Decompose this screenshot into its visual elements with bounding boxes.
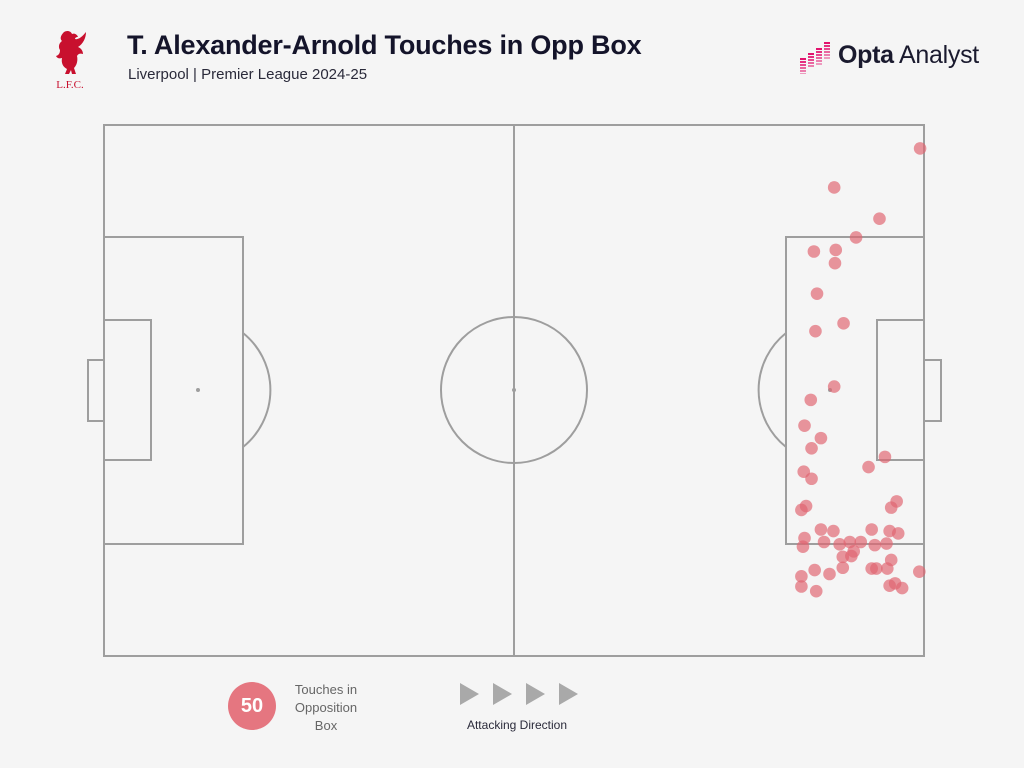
touch-point bbox=[827, 524, 840, 538]
touch-point bbox=[795, 580, 808, 593]
opta-bars-icon bbox=[800, 42, 830, 75]
touch-point bbox=[862, 460, 875, 474]
touch-count-label: Touches in Opposition Box bbox=[283, 681, 369, 735]
touch-points bbox=[795, 142, 927, 598]
brand-bar-segment bbox=[808, 59, 814, 61]
brand-bar-segment bbox=[808, 53, 814, 55]
touch-point bbox=[809, 584, 823, 598]
touch-point bbox=[817, 535, 831, 549]
play-arrow-icon bbox=[559, 683, 578, 705]
brand-bar-segment bbox=[816, 63, 822, 65]
touch-point bbox=[795, 570, 808, 583]
brand-light-text: Analyst bbox=[899, 41, 979, 69]
touch-point bbox=[829, 243, 843, 257]
crest-text: L.F.C. bbox=[56, 79, 84, 91]
touch-point bbox=[854, 535, 868, 549]
touch-point bbox=[798, 419, 811, 432]
brand-bar-segment bbox=[816, 48, 822, 50]
opta-analyst-logo: Opta Analyst bbox=[798, 38, 998, 78]
left-goal bbox=[87, 359, 105, 422]
touch-count-badge: 50 bbox=[228, 682, 276, 730]
brand-bar-segment bbox=[824, 48, 830, 50]
touch-point bbox=[849, 231, 863, 244]
touch-point bbox=[913, 565, 926, 578]
touch-point bbox=[810, 287, 824, 300]
touch-point bbox=[814, 523, 828, 536]
play-arrow-icon bbox=[460, 683, 479, 705]
touch-point bbox=[891, 527, 905, 540]
touch-point bbox=[895, 581, 909, 595]
touch-count-label-line: Touches in bbox=[294, 682, 358, 697]
touch-point bbox=[878, 450, 892, 464]
brand-bar-segment bbox=[816, 54, 822, 56]
touch-point bbox=[873, 212, 886, 226]
chart-subtitle: Liverpool | Premier League 2024-25 bbox=[128, 66, 368, 83]
play-arrow-icon bbox=[526, 683, 545, 705]
brand-bold-text: Opta bbox=[838, 41, 894, 69]
left-penalty-arc bbox=[242, 332, 272, 448]
brand-bar-segment bbox=[824, 51, 830, 53]
touch-point bbox=[804, 393, 818, 407]
right-six-yard-box bbox=[876, 319, 925, 461]
touch-point bbox=[865, 523, 878, 536]
left-six-yard-box bbox=[103, 319, 152, 461]
brand-text: Opta Analyst bbox=[838, 41, 979, 70]
brand-bar-segment bbox=[800, 58, 806, 60]
liverpool-crest-icon: L.F.C. bbox=[56, 30, 86, 91]
touch-point bbox=[837, 317, 850, 330]
touch-point bbox=[865, 562, 878, 575]
brand-bar-segment bbox=[800, 64, 806, 66]
touch-point bbox=[805, 441, 818, 455]
touch-point bbox=[836, 561, 850, 575]
left-penalty-area bbox=[103, 236, 244, 545]
touch-point bbox=[795, 503, 808, 517]
touch-point bbox=[805, 472, 818, 486]
touch-point bbox=[833, 538, 846, 551]
touch-point bbox=[808, 563, 821, 577]
brand-bar-segment bbox=[824, 54, 830, 56]
brand-bar-segment bbox=[824, 42, 830, 44]
liverbird-icon bbox=[56, 30, 86, 75]
brand-bar-segment bbox=[816, 51, 822, 53]
left-penalty-spot bbox=[196, 388, 200, 392]
touch-point bbox=[823, 567, 836, 581]
brand-bar-segment bbox=[800, 67, 806, 69]
touch-point bbox=[809, 324, 822, 338]
touch-point bbox=[836, 550, 850, 564]
brand-bar-segment bbox=[808, 65, 814, 67]
pitch-spots bbox=[196, 388, 832, 392]
touch-point bbox=[880, 562, 894, 575]
touch-count-label-line: Opposition bbox=[294, 700, 358, 715]
play-arrow-icon bbox=[493, 683, 512, 705]
touch-point bbox=[814, 431, 828, 445]
attacking-direction-label: Attacking Direction bbox=[466, 718, 568, 732]
header: L.F.C. T. Alexander-Arnold Touches in Op… bbox=[0, 0, 1024, 110]
brand-bar-segment bbox=[808, 62, 814, 64]
touch-point bbox=[827, 181, 841, 194]
brand-bar-segment bbox=[800, 70, 806, 72]
brand-bar-segment bbox=[824, 57, 830, 59]
touch-point bbox=[807, 245, 821, 258]
touch-count-label-line: Box bbox=[314, 718, 338, 733]
brand-bar-segment bbox=[800, 61, 806, 63]
touch-point bbox=[913, 142, 927, 155]
attacking-direction-arrows bbox=[460, 683, 578, 705]
touch-point bbox=[868, 538, 882, 552]
brand-bar-segment bbox=[824, 45, 830, 47]
right-goal bbox=[923, 359, 942, 422]
centre-circle bbox=[440, 316, 588, 464]
touch-point bbox=[796, 540, 810, 553]
touch-point bbox=[880, 537, 893, 550]
centre-spot bbox=[512, 388, 516, 392]
touch-point bbox=[827, 380, 841, 393]
right-penalty-arc bbox=[757, 332, 787, 448]
touch-point bbox=[828, 256, 842, 270]
touch-point bbox=[884, 501, 898, 514]
right-penalty-area bbox=[785, 236, 925, 545]
brand-bar-segment bbox=[816, 57, 822, 59]
chart-title: T. Alexander-Arnold Touches in Opp Box bbox=[127, 30, 642, 60]
brand-bar-segment bbox=[816, 60, 822, 62]
brand-bar-segment bbox=[808, 56, 814, 58]
